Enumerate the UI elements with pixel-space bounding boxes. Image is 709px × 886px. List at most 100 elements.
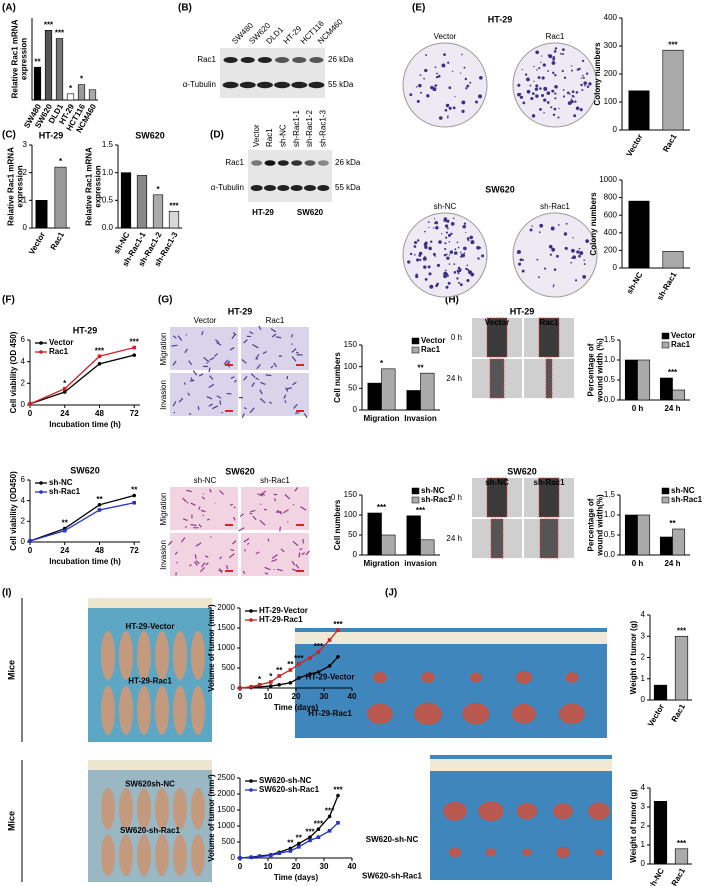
photo-detail bbox=[584, 82, 587, 84]
legend-label: Rac1 bbox=[49, 347, 69, 356]
bar bbox=[624, 514, 638, 556]
photo-detail bbox=[583, 259, 585, 261]
x-tick-label: 0 bbox=[28, 409, 33, 418]
point bbox=[269, 853, 273, 858]
photo-detail bbox=[251, 160, 263, 166]
photo-detail bbox=[552, 113, 556, 116]
y-tick-label: 1.0 bbox=[604, 355, 616, 364]
photo-detail bbox=[440, 233, 443, 235]
x-tick-label: 30 bbox=[320, 862, 329, 871]
photo-detail bbox=[512, 42, 598, 128]
photo-detail bbox=[291, 356, 297, 362]
y-tick-label: 800 bbox=[604, 193, 618, 202]
photo-detail bbox=[203, 356, 210, 363]
x-tick-label: 24 bbox=[60, 546, 69, 555]
bar bbox=[33, 66, 42, 101]
photo-detail bbox=[521, 269, 525, 273]
photo-detail bbox=[546, 91, 551, 95]
photo-detail bbox=[259, 389, 263, 395]
photo-detail bbox=[538, 317, 560, 358]
legend-label: HT-29-Vector bbox=[259, 606, 308, 615]
y-tick-label: 3 bbox=[641, 631, 646, 640]
photo-detail bbox=[223, 57, 238, 63]
x-tick-label: Vector bbox=[27, 231, 47, 257]
photo-detail bbox=[541, 76, 545, 80]
y-tick-label: 0 bbox=[641, 859, 646, 868]
line bbox=[29, 354, 135, 405]
x-tick-label: 10 bbox=[264, 862, 273, 871]
photo-detail bbox=[461, 109, 465, 113]
photo-detail bbox=[542, 63, 546, 67]
photo-detail bbox=[225, 364, 233, 366]
y-tick-label: 0.0 bbox=[604, 550, 616, 559]
photo-detail bbox=[466, 269, 468, 271]
photo-detail bbox=[448, 263, 451, 265]
significance-label: ** bbox=[34, 57, 41, 66]
photo-detail bbox=[565, 222, 568, 225]
y-tick-label: 300 bbox=[604, 41, 618, 50]
legend-swatch bbox=[411, 337, 420, 345]
photo-detail bbox=[428, 226, 430, 229]
photo-detail bbox=[292, 540, 299, 547]
bar bbox=[406, 390, 421, 411]
significance-label: ** bbox=[669, 519, 676, 528]
photo-detail bbox=[432, 227, 435, 229]
legend-swatch bbox=[411, 346, 420, 354]
y-tick-label: 200 bbox=[604, 69, 618, 78]
bar bbox=[674, 635, 689, 701]
chart-title: HT-29 bbox=[39, 130, 64, 140]
size-label: 55 kDa bbox=[328, 80, 354, 89]
point bbox=[316, 827, 321, 831]
photo-detail bbox=[538, 67, 541, 70]
bar bbox=[653, 800, 668, 865]
photo-detail bbox=[547, 70, 549, 72]
legend-swatch bbox=[661, 332, 670, 340]
photo-detail bbox=[225, 410, 233, 412]
photo-detail bbox=[190, 524, 197, 527]
photo-detail bbox=[552, 71, 555, 75]
photo-detail bbox=[267, 538, 270, 542]
bar bbox=[381, 368, 396, 411]
point bbox=[269, 684, 273, 688]
photo-detail bbox=[476, 101, 479, 104]
y-tick-label: 500 bbox=[222, 663, 236, 672]
photo-detail bbox=[198, 373, 204, 377]
photo-detail bbox=[436, 282, 439, 286]
y-tick-label: 3 bbox=[641, 802, 646, 811]
photo-detail bbox=[453, 217, 455, 219]
photo-detail bbox=[539, 518, 559, 559]
photo-detail bbox=[438, 116, 443, 120]
y-tick-label: 1000 bbox=[217, 643, 235, 652]
photo-detail bbox=[189, 379, 195, 382]
point bbox=[62, 390, 67, 394]
photo-detail bbox=[238, 527, 245, 532]
photo-detail bbox=[250, 373, 256, 378]
photo-detail bbox=[572, 237, 574, 239]
photo-detail bbox=[173, 631, 187, 681]
photo-detail bbox=[255, 377, 259, 381]
photo-detail bbox=[101, 788, 115, 830]
photo-detail bbox=[300, 506, 307, 511]
photo-detail bbox=[435, 75, 439, 79]
row-label: Rac1 bbox=[225, 158, 244, 167]
photo-detail bbox=[465, 231, 467, 234]
photo-detail bbox=[241, 533, 309, 576]
photo-detail bbox=[259, 398, 266, 404]
photo-detail bbox=[560, 53, 562, 55]
photo-detail bbox=[517, 92, 521, 97]
photo-detail bbox=[444, 269, 447, 272]
y-tick-label: 50 bbox=[348, 383, 357, 392]
photo-detail bbox=[418, 251, 423, 256]
panel-label: (A) bbox=[2, 3, 16, 14]
photo-detail bbox=[447, 281, 451, 285]
significance-label: *** bbox=[333, 786, 343, 795]
y-tick-label: 400 bbox=[604, 228, 618, 237]
significance-label: * bbox=[63, 379, 67, 388]
photo-detail bbox=[273, 362, 277, 368]
point bbox=[269, 680, 273, 684]
photo-detail bbox=[570, 98, 573, 100]
photo-detail bbox=[259, 519, 266, 526]
legend-swatch bbox=[661, 496, 670, 504]
significance-label: * bbox=[269, 672, 273, 681]
bar bbox=[672, 528, 686, 556]
